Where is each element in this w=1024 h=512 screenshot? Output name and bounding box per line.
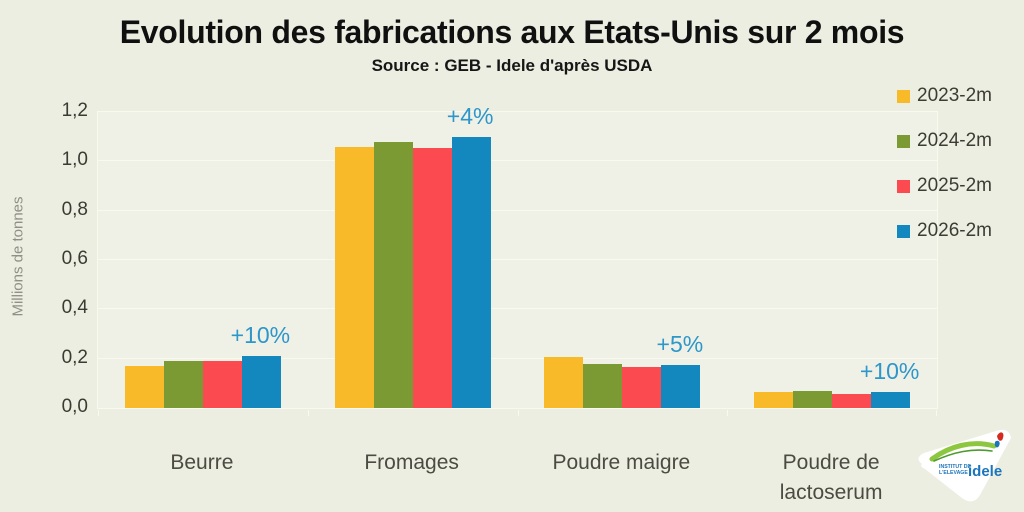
legend-swatch-icon: [897, 179, 910, 193]
bar-2024-2m-poudre-de-lactoserum: [793, 390, 833, 408]
legend-item-2024-2m: 2024-2m: [897, 129, 992, 153]
annotation-fromages: +4%: [446, 102, 494, 129]
x-axis-tick: [936, 410, 937, 416]
x-axis-tick: [517, 410, 519, 416]
bar-2024-2m-beurre: [163, 361, 203, 408]
logo-wordmark: idele: [968, 463, 1002, 480]
bar-2025-2m-fromages: [412, 147, 452, 408]
legend-label: 2023-2m: [917, 85, 992, 106]
bar-2025-2m-poudre-maigre: [622, 367, 662, 408]
bar-2026-2m-poudre-de-lactoserum: [871, 392, 911, 408]
gridline: [98, 308, 937, 310]
logo-blue-drop: [994, 440, 1000, 448]
x-axis-tick: [98, 410, 99, 416]
y-axis-label: Millions de tonnes: [9, 196, 27, 317]
logo-green-swoosh: [929, 441, 997, 462]
legend-swatch-icon: [897, 134, 910, 148]
gridline: [98, 259, 937, 260]
y-tick-label: 0,4: [61, 297, 88, 319]
annotation-beurre: +10%: [230, 322, 291, 349]
bar-2023-2m-beurre: [124, 366, 164, 408]
legend-swatch-icon: [897, 224, 910, 238]
bar-2026-2m-poudre-maigre: [661, 364, 701, 408]
legend-label: 2024-2m: [917, 130, 992, 151]
y-tick-label: 0,8: [61, 198, 88, 220]
bar-2026-2m-beurre: [241, 356, 281, 408]
bar-2026-2m-fromages: [451, 136, 491, 408]
logo-red-ribbon: [997, 432, 1004, 441]
y-tick-label: 1,0: [61, 149, 88, 171]
gridline: [98, 160, 937, 162]
logo-org-line2: L'ELEVAGE: [939, 470, 968, 476]
bar-2024-2m-poudre-maigre: [583, 363, 623, 408]
legend-item-2026-2m: 2026-2m: [897, 219, 992, 243]
y-tick-label: 1,2: [61, 100, 88, 121]
legend-label: 2025-2m: [917, 175, 992, 196]
idele-logo: INSTITUT DE L'ELEVAGE idele: [918, 429, 1011, 502]
annotation-poudre-maigre: +5%: [656, 330, 704, 357]
gridline: [98, 209, 937, 211]
gridline: [98, 357, 937, 359]
logo-background-shape: [918, 429, 1011, 502]
chart-title: Evolution des fabrications aux Etats-Uni…: [119, 14, 905, 50]
bar-2023-2m-fromages: [334, 146, 374, 408]
legend-item-2025-2m: 2025-2m: [897, 174, 992, 198]
category-label-poudre-maigre: Poudre maigre: [552, 451, 691, 474]
logo-green-swoosh-dark: [933, 449, 993, 462]
bar-2024-2m-fromages: [373, 141, 413, 408]
bar-2023-2m-poudre-de-lactoserum: [754, 391, 794, 408]
x-axis-tick: [727, 410, 729, 416]
bar-2025-2m-beurre: [202, 361, 242, 408]
y-tick-label: 0,6: [61, 248, 88, 269]
category-label-beurre: Beurre: [170, 451, 234, 474]
bar-2023-2m-poudre-maigre: [544, 357, 584, 408]
legend-swatch-icon: [897, 89, 910, 103]
y-tick-label: 0,2: [61, 346, 88, 368]
bar-2025-2m-poudre-de-lactoserum: [832, 393, 872, 408]
x-axis-tick: [307, 410, 309, 416]
annotation-poudre-de-lactoserum: +10%: [859, 358, 920, 385]
logo-org-line1: INSTITUT DE: [939, 464, 972, 470]
plot-area: [97, 111, 938, 416]
y-tick-label: 0,0: [61, 396, 88, 417]
chart-subtitle: Source : GEB - Idele d'après USDA: [371, 56, 653, 75]
legend-label: 2026-2m: [917, 220, 992, 241]
legend-item-2023-2m: 2023-2m: [897, 84, 992, 108]
category-label-poudre-de-lactoserum: Poudre de lactoserum: [779, 451, 883, 504]
category-label-fromages: Fromages: [364, 451, 459, 474]
